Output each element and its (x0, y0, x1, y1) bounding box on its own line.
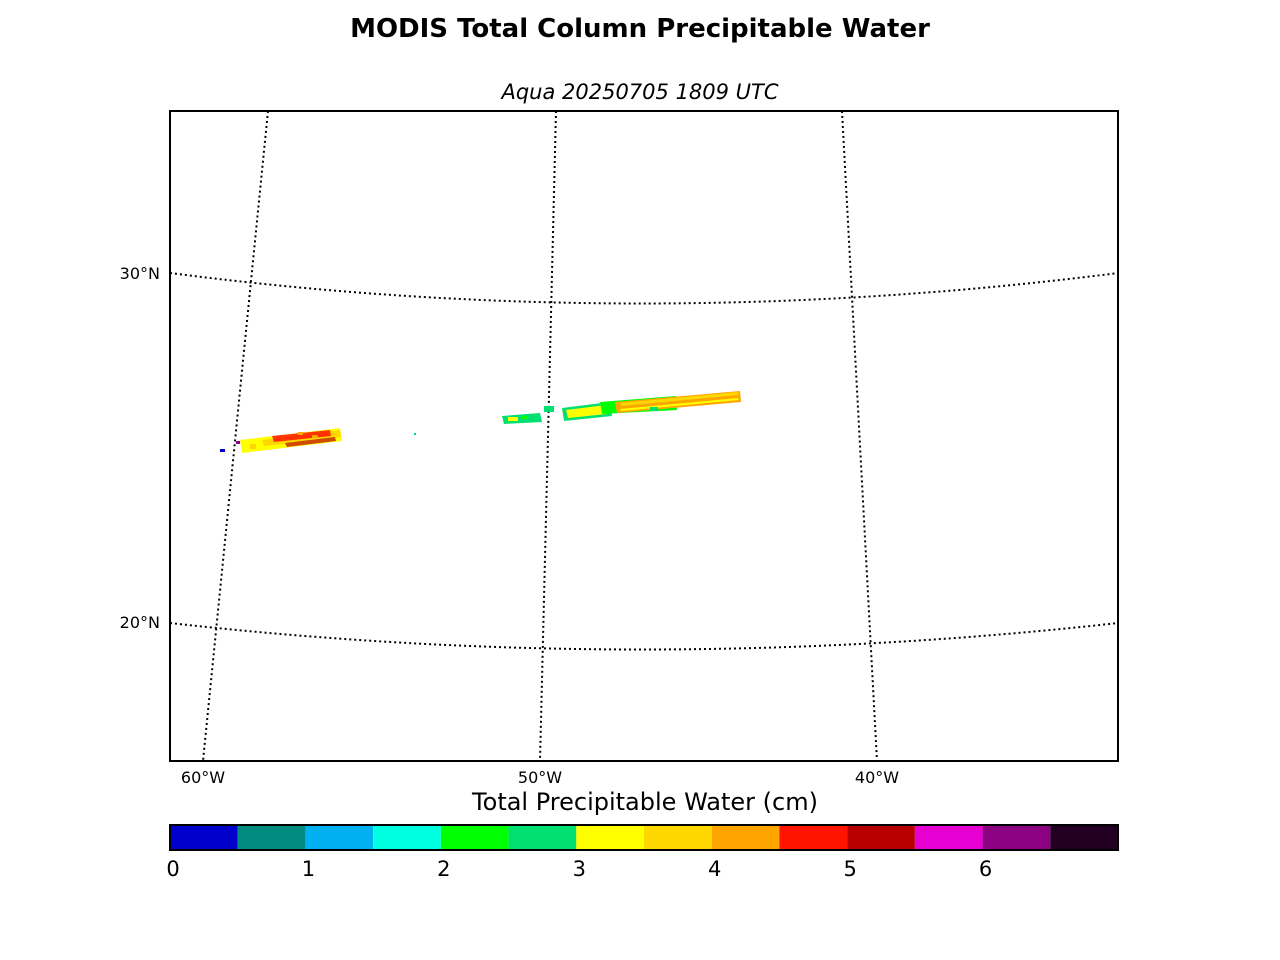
lon-label-40w: 40°W (854, 768, 900, 787)
colorbar-bin-13 (1050, 825, 1118, 850)
colorbar-bin-9 (779, 825, 848, 850)
figure-subtitle: Aqua 20250705 1809 UTC (501, 80, 779, 104)
figure-title: MODIS Total Column Precipitable Water (350, 14, 930, 44)
colorbar-bin-1 (237, 825, 306, 850)
colorbar-title: Total Precipitable Water (cm) (472, 788, 818, 816)
colorbar-tick-label: 6 (978, 857, 993, 881)
colorbar-bin-10 (847, 825, 915, 850)
map-gridlines (169, 110, 1119, 762)
meridian-60w (202, 110, 269, 762)
map-frame (169, 110, 1119, 762)
colorbar-tick-label: 3 (572, 857, 586, 881)
colorbar-bin-12 (982, 825, 1051, 850)
colorbar-bin-5 (508, 825, 577, 850)
parallel-20n (169, 622, 1119, 651)
eastern-data-swath (502, 391, 741, 424)
colorbar-bin-4 (440, 825, 509, 850)
colorbar-bin-7 (644, 825, 712, 850)
meridian-40w (841, 110, 878, 762)
colorbar-frame (169, 824, 1119, 851)
colorbar-tick-label: 4 (708, 857, 722, 881)
parallel-30n (169, 272, 1119, 305)
colorbar-bin-2 (305, 825, 374, 850)
colorbar-tick-label: 2 (437, 857, 451, 881)
lat-label-20n: 20°N (119, 613, 160, 632)
colorbar-bin-8 (711, 825, 780, 850)
colorbar-tick-label: 5 (843, 857, 857, 881)
colorbar-tick-label: 0 (166, 857, 180, 881)
colorbar-bin-11 (914, 825, 983, 850)
colorbar-bin-3 (373, 825, 441, 850)
colorbar-tick-label: 1 (301, 857, 316, 881)
meridian-50w (539, 110, 557, 762)
colorbar (170, 825, 1118, 850)
western-data-swath (220, 428, 416, 453)
lat-label-30n: 30°N (119, 264, 160, 283)
lon-label-60w: 60°W (180, 768, 226, 787)
lon-label-50w: 50°W (517, 768, 563, 787)
colorbar-bin-6 (576, 825, 644, 850)
colorbar-bin-0 (170, 825, 238, 850)
